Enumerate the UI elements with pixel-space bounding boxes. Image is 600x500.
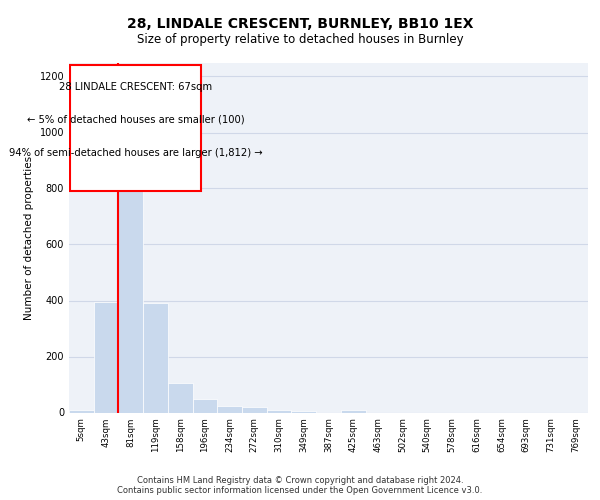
FancyBboxPatch shape [70,66,201,192]
Bar [118,145,143,412]
Bar [242,407,267,412]
Text: ← 5% of detached houses are smaller (100): ← 5% of detached houses are smaller (100… [27,114,245,124]
Bar [168,383,193,412]
Bar [193,398,217,412]
Bar [143,304,168,412]
Text: 28 LINDALE CRESCENT: 67sqm: 28 LINDALE CRESCENT: 67sqm [59,82,212,92]
Y-axis label: Number of detached properties: Number of detached properties [24,156,34,320]
Text: 94% of semi-detached houses are larger (1,812) →: 94% of semi-detached houses are larger (… [9,148,263,158]
Bar [69,410,94,412]
Bar [341,410,365,412]
Bar [267,410,292,412]
Bar [217,406,242,412]
Bar [94,302,118,412]
Text: 28, LINDALE CRESCENT, BURNLEY, BB10 1EX: 28, LINDALE CRESCENT, BURNLEY, BB10 1EX [127,18,473,32]
Text: Size of property relative to detached houses in Burnley: Size of property relative to detached ho… [137,32,463,46]
Text: Contains HM Land Registry data © Crown copyright and database right 2024.
Contai: Contains HM Land Registry data © Crown c… [118,476,482,495]
Bar [292,411,316,412]
